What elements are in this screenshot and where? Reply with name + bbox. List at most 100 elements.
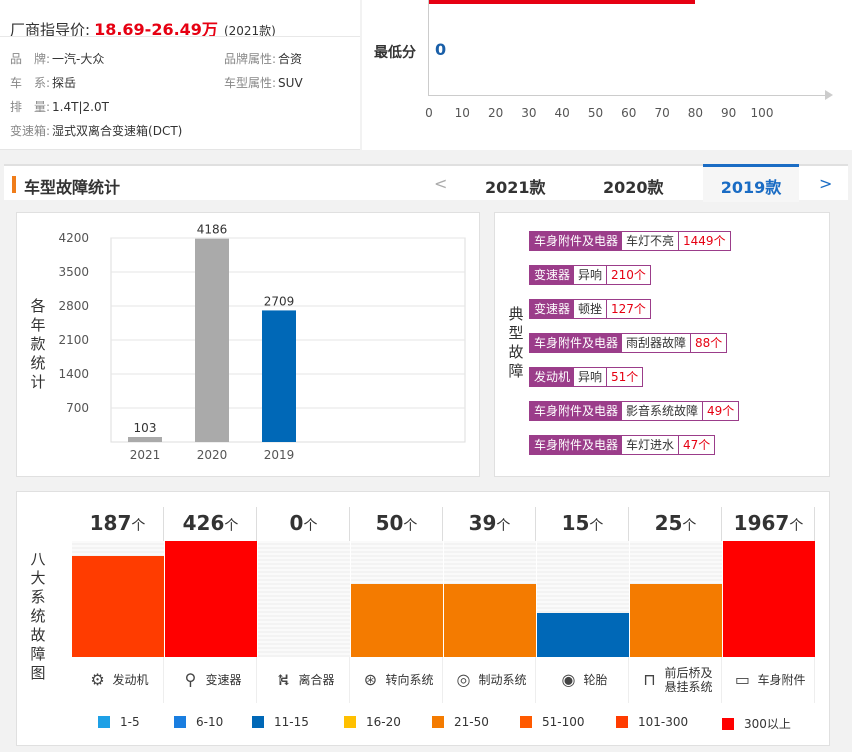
system-name: 轮胎 [583,673,608,687]
fault-item[interactable]: 车身附件及电器 车灯进水 47个 [529,435,716,455]
min-score-label: 最低分 [374,45,416,61]
system-count: 426个 [165,507,257,541]
legend-item: 21-50 [432,715,489,729]
score-y-axis [428,0,429,96]
price-year: (2021款) [223,24,276,38]
price-row: 厂商指导价: 18.69-26.49万 (2021款) [10,16,276,40]
score-tick-label: 30 [521,106,537,120]
x-tick-label: 2020 [197,448,228,462]
legend-item: 51-100 [520,715,585,729]
tab-2019[interactable]: 2019款 [703,164,799,202]
fault-type: 车灯进水 [622,436,680,454]
fault-count: 47个 [683,438,711,452]
legend-item: 1-5 [98,715,140,729]
series-info: 车 系: 探岳 [10,74,76,91]
bar-value-label: 103 [134,421,157,435]
system-count-value: 1967 [733,511,790,535]
system-column-4[interactable]: 50个 ⊛ 转向系统 [351,507,443,703]
system-column-3[interactable]: 0个 ⛕ 离合器 [258,507,350,703]
fault-item[interactable]: 车身附件及电器 影音系统故障 49个 [529,401,740,421]
legend-item: 300以上 [722,715,791,732]
legend-label: 101-300 [638,715,689,729]
score-tick-label: 90 [721,106,737,120]
y-tick-label: 3500 [58,265,89,279]
legend-item: 16-20 [344,715,401,729]
system-label: ⚙ 发动机 [72,657,164,703]
year-bar-2019[interactable] [262,310,296,442]
legend-swatch [98,716,110,728]
year-stats-label: 各年款统计 [30,297,46,391]
gearbox-icon: ⚲ [184,670,197,689]
x-tick-label: 2019 [264,448,295,462]
system-column-7[interactable]: 25个 ⊓ 前后桥及 悬挂系统 [630,507,722,703]
fault-item[interactable]: 发动机 异响 51个 [529,367,644,387]
system-name: 发动机 [112,673,149,687]
fault-count: 127个 [611,302,646,316]
suspension-icon: ⊓ [643,670,656,689]
x-tick-label: 2021 [130,448,161,462]
legend-item: 101-300 [616,715,688,729]
system-bar-fill [72,556,164,657]
system-count: 187个 [72,507,164,541]
brand-value: 一汽-大众 [52,52,105,66]
brake-icon: ◎ [456,670,471,689]
system-count-unit: 个 [224,518,239,534]
system-bar-area [258,541,350,657]
axis-arrow-icon [825,90,833,100]
year-bar-2020[interactable] [195,238,229,442]
system-column-6[interactable]: 15个 ◉ 轮胎 [537,507,629,703]
system-count: 0个 [258,507,350,541]
car-info-panel: 厂商指导价: 18.69-26.49万 (2021款) 品 牌: 一汽-大众 品牌属性… [0,0,360,150]
fault-count: 88个 [695,336,723,350]
fault-category: 车身附件及电器 [530,402,623,420]
legend-swatch [252,716,264,728]
body-icon: ▭ [734,670,751,689]
system-count-value: 50 [375,511,404,535]
fault-count: 1449个 [683,234,726,248]
brand-attr-label: 品牌属性: [224,52,277,66]
system-count-value: 15 [561,511,590,535]
section-header: 车型故障统计 < 2021款 2020款 2019款 > [4,164,848,202]
system-bar-area [351,541,443,657]
system-label: ▭ 车身附件 [723,657,815,703]
system-column-5[interactable]: 39个 ◎ 制动系统 [444,507,536,703]
gearbox-label: 变速箱: [10,124,51,138]
fault-item[interactable]: 变速器 异响 210个 [529,265,651,285]
year-stats-panel: 各年款统计 4200 3500 2800 2100 1400 700 103 2021 4186… [16,212,480,477]
fault-type: 影音系统故障 [622,402,704,420]
bar-value-label: 4186 [197,223,228,237]
score-tick-label: 10 [454,106,470,120]
price-label: 厂商指导价: [10,21,91,39]
system-column-2[interactable]: 426个 ⚲ 变速器 [165,507,257,703]
fault-count: 210个 [611,268,646,282]
system-name: 离合器 [298,673,335,687]
tab-2021[interactable]: 2021款 [485,178,546,197]
fault-item[interactable]: 变速器 顿挫 127个 [529,299,651,319]
fault-type: 异响 [574,368,608,386]
fault-category: 变速器 [530,266,575,284]
system-count-unit: 个 [303,518,318,534]
type-value: SUV [278,76,303,90]
system-name: 转向系统 [385,673,434,687]
next-tab-arrow-icon[interactable]: > [819,174,833,193]
legend-item: 6-10 [174,715,223,729]
fault-type: 雨刮器故障 [622,334,692,352]
fault-category: 车身附件及电器 [530,232,623,250]
prev-tab-arrow-icon[interactable]: < [434,174,448,193]
price-value: 18.69-26.49万 [94,20,218,39]
score-tick-label: 0 [425,106,433,120]
tab-2020[interactable]: 2020款 [603,178,664,197]
system-count-value: 187 [89,511,132,535]
year-bar-2021[interactable] [128,436,162,442]
score-tick-label: 70 [654,106,670,120]
system-column-8[interactable]: 1967个 ▭ 车身附件 [723,507,815,703]
legend-label: 11-15 [274,715,309,729]
fault-item[interactable]: 车身附件及电器 雨刮器故障 88个 [529,333,728,353]
clutch-icon: ⛕ [277,670,290,689]
system-count-unit: 个 [682,518,697,534]
system-count-value: 25 [654,511,683,535]
system-count: 50个 [351,507,443,541]
y-tick-label: 4200 [58,231,89,245]
system-column-1[interactable]: 187个 ⚙ 发动机 [72,507,164,703]
fault-item[interactable]: 车身附件及电器 车灯不亮 1449个 [529,231,731,251]
